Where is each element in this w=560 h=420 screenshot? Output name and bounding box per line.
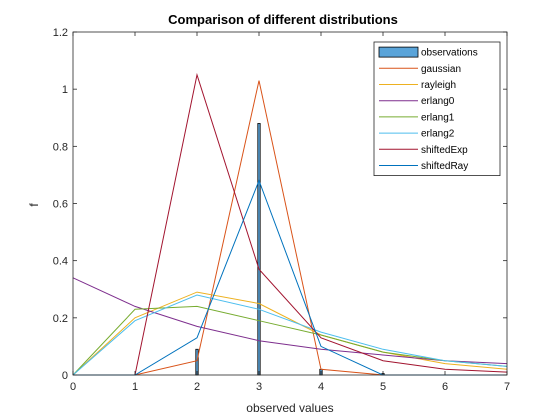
legend-label-observations: observations xyxy=(421,48,478,59)
legend-label-shiftedray: shiftedRay xyxy=(421,161,468,172)
y-tick-label: 0.2 xyxy=(53,313,68,325)
y-tick-label: 1 xyxy=(62,84,68,96)
x-tick-label: 1 xyxy=(132,381,138,393)
y-tick-label: 0.8 xyxy=(53,141,68,153)
x-tick-label: 7 xyxy=(504,381,510,393)
x-tick-label: 0 xyxy=(70,381,76,393)
y-tick-label: 0.6 xyxy=(53,199,68,211)
y-axis-label: f xyxy=(27,203,41,207)
legend-label-erlang2: erlang2 xyxy=(421,129,455,140)
x-tick-label: 3 xyxy=(256,381,262,393)
legend-label-rayleigh: rayleigh xyxy=(421,80,456,91)
y-tick-label: 0 xyxy=(62,370,68,382)
y-axis-ticks: 0 0.2 0.4 0.6 0.8 1 1.2 xyxy=(53,27,507,382)
series-line-rayleigh xyxy=(72,291,508,376)
x-axis-label: observed values xyxy=(246,401,333,415)
legend-label-erlang0: erlang0 xyxy=(421,96,455,107)
x-tick-label: 6 xyxy=(442,381,448,393)
observation-bar xyxy=(257,123,261,376)
x-tick-label: 2 xyxy=(194,381,200,393)
legend-label-shiftedexp: shiftedExp xyxy=(421,145,468,156)
series-line-shiftedexp xyxy=(73,72,508,376)
legend-swatch-observations xyxy=(378,46,419,58)
y-tick-label: 1.2 xyxy=(53,27,68,39)
series-line-erlang2 xyxy=(72,294,508,376)
legend-label-gaussian: gaussian xyxy=(421,64,461,75)
y-tick-label: 0.4 xyxy=(53,256,68,268)
legend: observations gaussian rayleigh erlang0 erlan… xyxy=(373,41,501,177)
chart-title: Comparison of different distributions xyxy=(168,12,398,27)
x-axis-ticks: 0 1 2 3 4 5 6 7 xyxy=(70,32,510,393)
x-tick-label: 5 xyxy=(380,381,386,393)
legend-label-erlang1: erlang1 xyxy=(421,112,455,123)
x-tick-label: 4 xyxy=(318,381,324,393)
series-line-shiftedray xyxy=(73,179,507,376)
legend-box xyxy=(373,41,501,177)
